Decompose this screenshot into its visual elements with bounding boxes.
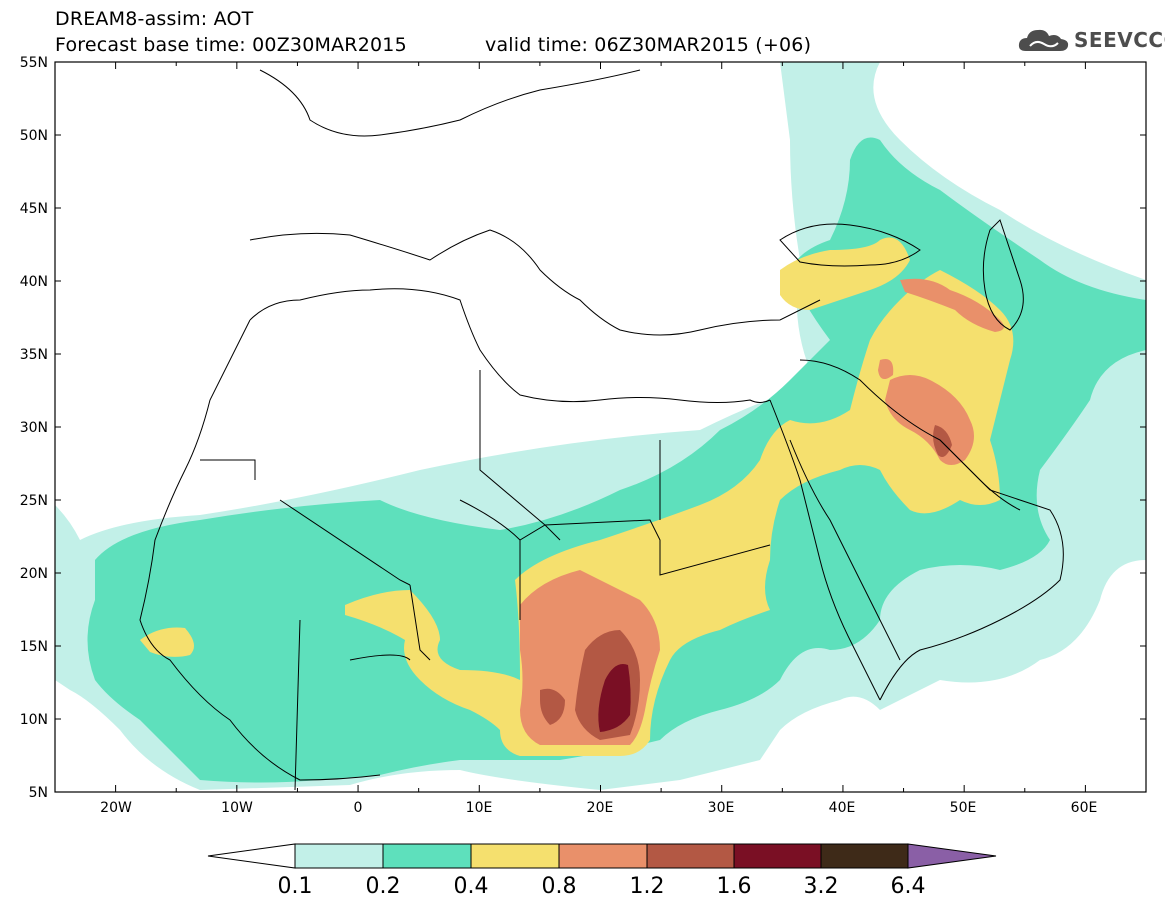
lon-label: 0 bbox=[354, 800, 363, 816]
aot-fields bbox=[55, 62, 1146, 790]
lat-label: 50N bbox=[20, 128, 48, 144]
lon-label: 20E bbox=[587, 800, 614, 816]
lat-label: 30N bbox=[20, 420, 48, 436]
aot-field-0.8 bbox=[520, 278, 1004, 745]
lon-label: 20W bbox=[100, 800, 132, 816]
forecast-base-time: Forecast base time: 00Z30MAR2015 bbox=[55, 34, 407, 56]
lon-label: 50E bbox=[950, 800, 977, 816]
colorbar-label: 0.8 bbox=[542, 874, 577, 899]
cloud-icon bbox=[1018, 29, 1069, 51]
colorbar-swatch bbox=[646, 843, 735, 869]
lat-label: 25N bbox=[20, 493, 48, 509]
colorbar-label: 3.2 bbox=[804, 874, 839, 899]
colorbar-swatch bbox=[820, 843, 909, 869]
lon-label: 60E bbox=[1071, 800, 1098, 816]
lat-label: 40N bbox=[20, 274, 48, 290]
lon-label: 30E bbox=[708, 800, 735, 816]
lat-label: 35N bbox=[20, 347, 48, 363]
lat-label: 15N bbox=[20, 639, 48, 655]
colorbar: 0.1 0.2 0.4 0.8 1.2 1.6 3.2 6.4 bbox=[207, 843, 997, 899]
coastline-north-europe bbox=[259, 69, 641, 137]
lat-label: 45N bbox=[20, 201, 48, 217]
colorbar-swatch bbox=[558, 843, 648, 869]
lat-label: 20N bbox=[20, 566, 48, 582]
colorbar-label: 1.2 bbox=[630, 874, 665, 899]
colorbar-label: 0.2 bbox=[366, 874, 401, 899]
colorbar-label: 6.4 bbox=[891, 874, 926, 899]
colorbar-over-arrow bbox=[907, 843, 997, 869]
coastline-persian-gulf bbox=[939, 439, 1021, 511]
colorbar-swatch bbox=[294, 843, 384, 869]
colorbar-swatch bbox=[470, 843, 560, 869]
colorbar-label: 0.1 bbox=[278, 874, 313, 899]
lat-label: 5N bbox=[29, 785, 48, 801]
longitude-labels: 20W 10W 0 10E 20E 30E 40E 50E 60E bbox=[100, 800, 1097, 816]
lon-label: 40E bbox=[829, 800, 856, 816]
coastlines bbox=[139, 69, 1064, 791]
colorbar-swatch bbox=[382, 843, 472, 869]
lat-label: 55N bbox=[20, 55, 48, 71]
colorbar-swatch bbox=[733, 843, 822, 869]
colorbar-under-arrow bbox=[207, 843, 296, 869]
aot-field-1.2 bbox=[540, 425, 952, 740]
seevccc-logo: SEEVCCC bbox=[1018, 25, 1165, 55]
valid-time: valid time: 06Z30MAR2015 (+06) bbox=[485, 34, 812, 56]
coastline-africa-north bbox=[249, 288, 771, 403]
lon-label: 10E bbox=[466, 800, 493, 816]
borders-africa bbox=[200, 370, 771, 791]
coastline-europe-south bbox=[249, 229, 821, 336]
latitude-labels: 55N 50N 45N 40N 35N 30N 25N 20N 15N 10N … bbox=[20, 55, 48, 801]
aot-field-0.2 bbox=[87, 137, 1146, 783]
coastline-africa-west bbox=[139, 319, 381, 781]
axis-ticks bbox=[55, 61, 1146, 793]
coastline-black-sea bbox=[779, 223, 921, 267]
coastline-caspian bbox=[982, 219, 1024, 331]
coastline-red-sea bbox=[769, 399, 901, 701]
aot-field-1.6 bbox=[598, 664, 631, 732]
colorbar-label: 1.6 bbox=[717, 874, 752, 899]
lat-label: 10N bbox=[20, 712, 48, 728]
chart-title: DREAM8-assim: AOT bbox=[55, 8, 254, 30]
lon-label: 10W bbox=[221, 800, 253, 816]
coastline-arabia bbox=[799, 359, 1064, 701]
colorbar-label: 0.4 bbox=[454, 874, 489, 899]
logo-text: SEEVCCC bbox=[1074, 28, 1165, 52]
